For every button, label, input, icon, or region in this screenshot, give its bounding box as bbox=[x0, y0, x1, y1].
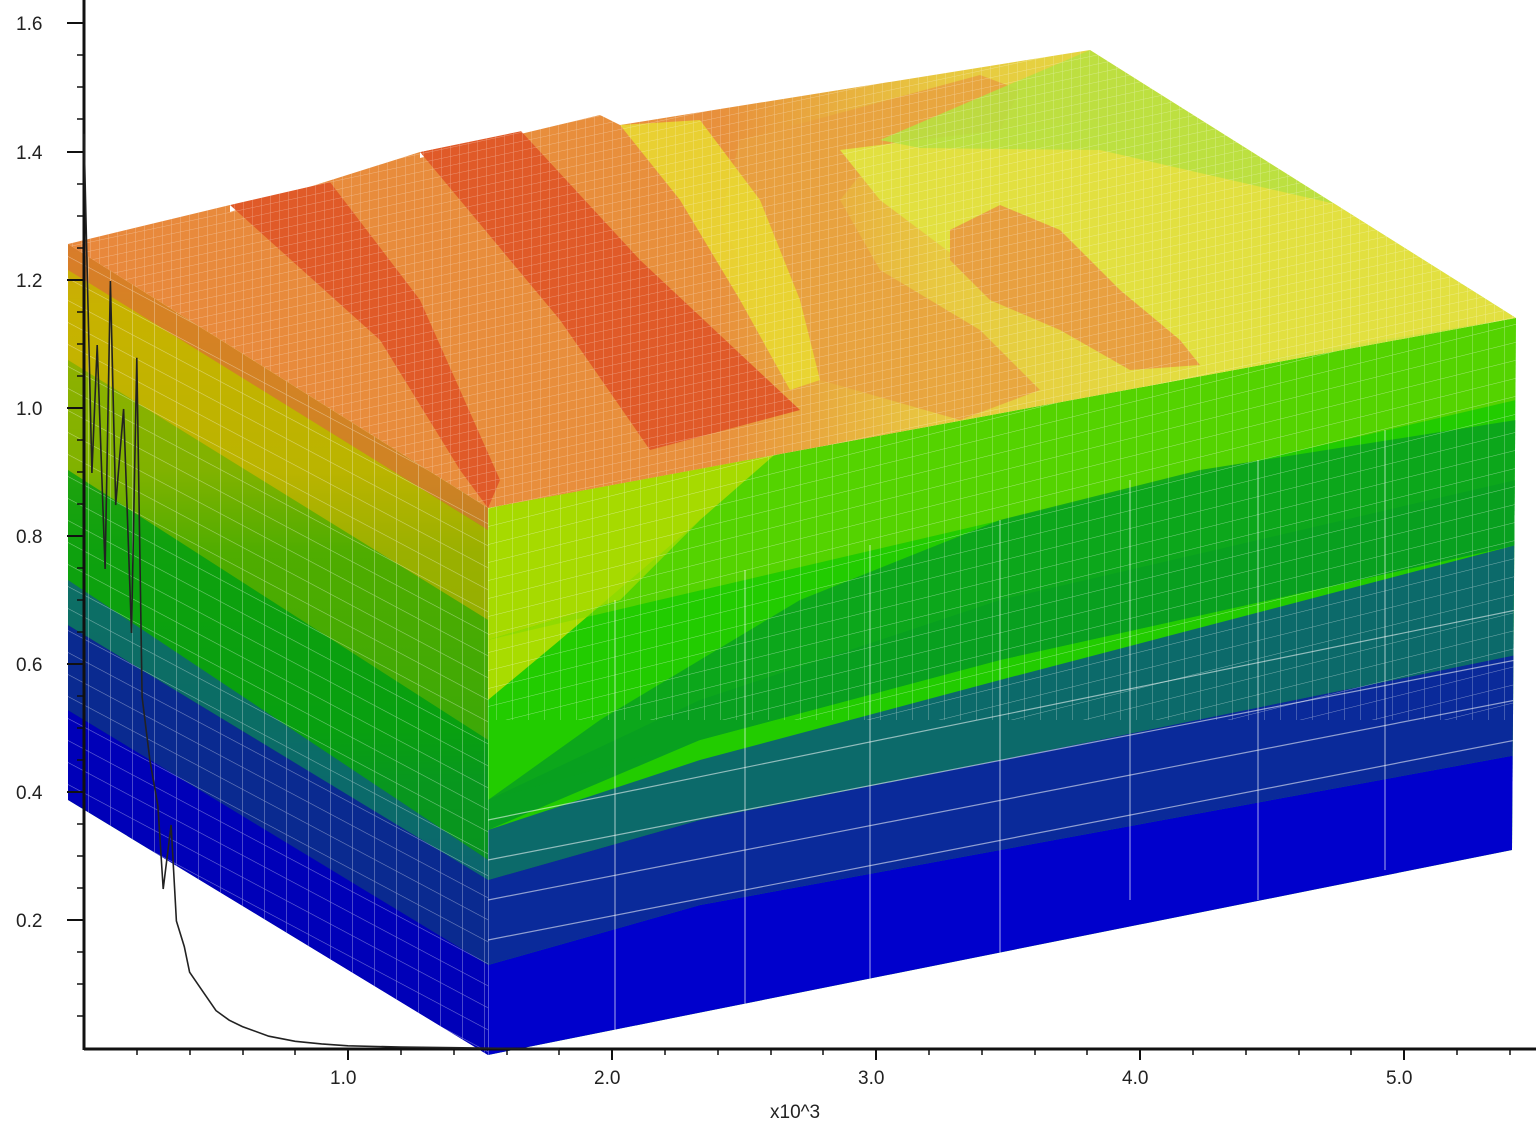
y-tick-label: 1.0 bbox=[16, 399, 42, 420]
y-tick-label: 1.2 bbox=[16, 271, 42, 292]
y-axis: 1.6 1.4 1.2 1.0 0.8 0.6 0.4 0.2 bbox=[16, 0, 86, 1050]
block-front-face bbox=[488, 318, 1516, 1055]
block-top-surface bbox=[68, 50, 1516, 508]
x-axis-title: x10^3 bbox=[770, 1102, 820, 1123]
x-tick-label: 4.0 bbox=[1122, 1068, 1148, 1089]
x-axis: 1.0 2.0 3.0 4.0 5.0 x10^3 bbox=[84, 1047, 1536, 1123]
x-tick-label: 2.0 bbox=[594, 1068, 620, 1089]
y-tick-label: 0.2 bbox=[16, 911, 42, 932]
y-tick-label: 0.6 bbox=[16, 655, 42, 676]
y-tick-label: 0.4 bbox=[16, 783, 43, 804]
y-tick-label: 1.4 bbox=[16, 143, 43, 164]
x-tick-label: 3.0 bbox=[858, 1068, 884, 1089]
x-tick-label: 5.0 bbox=[1386, 1068, 1412, 1089]
y-tick-label: 1.6 bbox=[16, 14, 42, 35]
spectrum-line bbox=[83, 133, 560, 1050]
y-tick-label: 0.8 bbox=[16, 527, 42, 548]
x-tick-label: 1.0 bbox=[330, 1068, 356, 1089]
